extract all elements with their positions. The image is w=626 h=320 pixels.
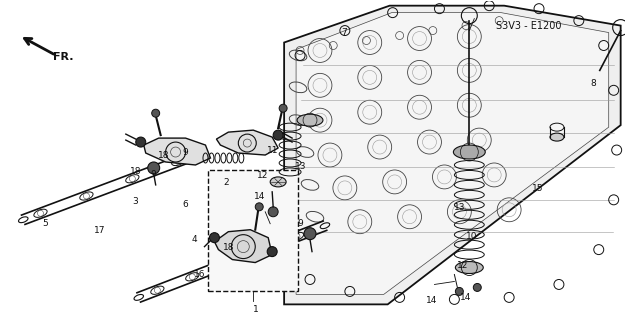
Text: 14: 14 <box>426 296 437 305</box>
Ellipse shape <box>550 133 564 141</box>
Circle shape <box>210 233 219 243</box>
Text: 8: 8 <box>590 79 597 88</box>
Text: 5: 5 <box>42 219 48 228</box>
Polygon shape <box>217 130 278 155</box>
Text: 9: 9 <box>297 219 304 228</box>
Circle shape <box>148 162 160 174</box>
Polygon shape <box>284 6 620 304</box>
Text: 12: 12 <box>457 261 468 270</box>
Text: 9: 9 <box>150 170 156 179</box>
Circle shape <box>136 137 146 147</box>
Text: 12: 12 <box>257 172 269 180</box>
Bar <box>208 170 298 292</box>
Text: FR.: FR. <box>53 52 74 62</box>
Ellipse shape <box>270 177 286 187</box>
Text: 13: 13 <box>454 203 465 212</box>
Text: 18: 18 <box>158 151 169 160</box>
Text: 17: 17 <box>94 226 106 235</box>
Text: 14: 14 <box>254 192 265 201</box>
Text: 18: 18 <box>130 167 141 176</box>
Ellipse shape <box>453 145 485 159</box>
Circle shape <box>151 109 160 117</box>
Text: 11: 11 <box>267 146 278 155</box>
Text: 7: 7 <box>341 28 347 37</box>
Text: 16: 16 <box>194 270 205 279</box>
Circle shape <box>273 130 283 140</box>
Text: 15: 15 <box>531 184 543 193</box>
Text: 6: 6 <box>182 200 188 209</box>
Text: 13: 13 <box>295 162 306 171</box>
Circle shape <box>267 247 277 257</box>
Text: 18: 18 <box>223 243 235 252</box>
Circle shape <box>255 203 263 211</box>
Text: 2: 2 <box>223 178 228 187</box>
Text: 4: 4 <box>192 235 197 244</box>
Text: S3V3 - E1200: S3V3 - E1200 <box>496 20 562 31</box>
Circle shape <box>455 287 463 295</box>
Ellipse shape <box>297 114 323 126</box>
Polygon shape <box>296 13 608 294</box>
Circle shape <box>279 104 287 112</box>
Circle shape <box>473 284 481 292</box>
Polygon shape <box>144 138 210 165</box>
Polygon shape <box>215 230 272 262</box>
Text: 1: 1 <box>253 305 259 314</box>
Circle shape <box>304 228 316 240</box>
Text: 9: 9 <box>182 148 188 156</box>
Text: 14: 14 <box>460 292 471 301</box>
Text: 3: 3 <box>133 197 138 206</box>
Circle shape <box>268 207 278 217</box>
Ellipse shape <box>455 261 483 274</box>
Text: 10: 10 <box>466 232 478 241</box>
